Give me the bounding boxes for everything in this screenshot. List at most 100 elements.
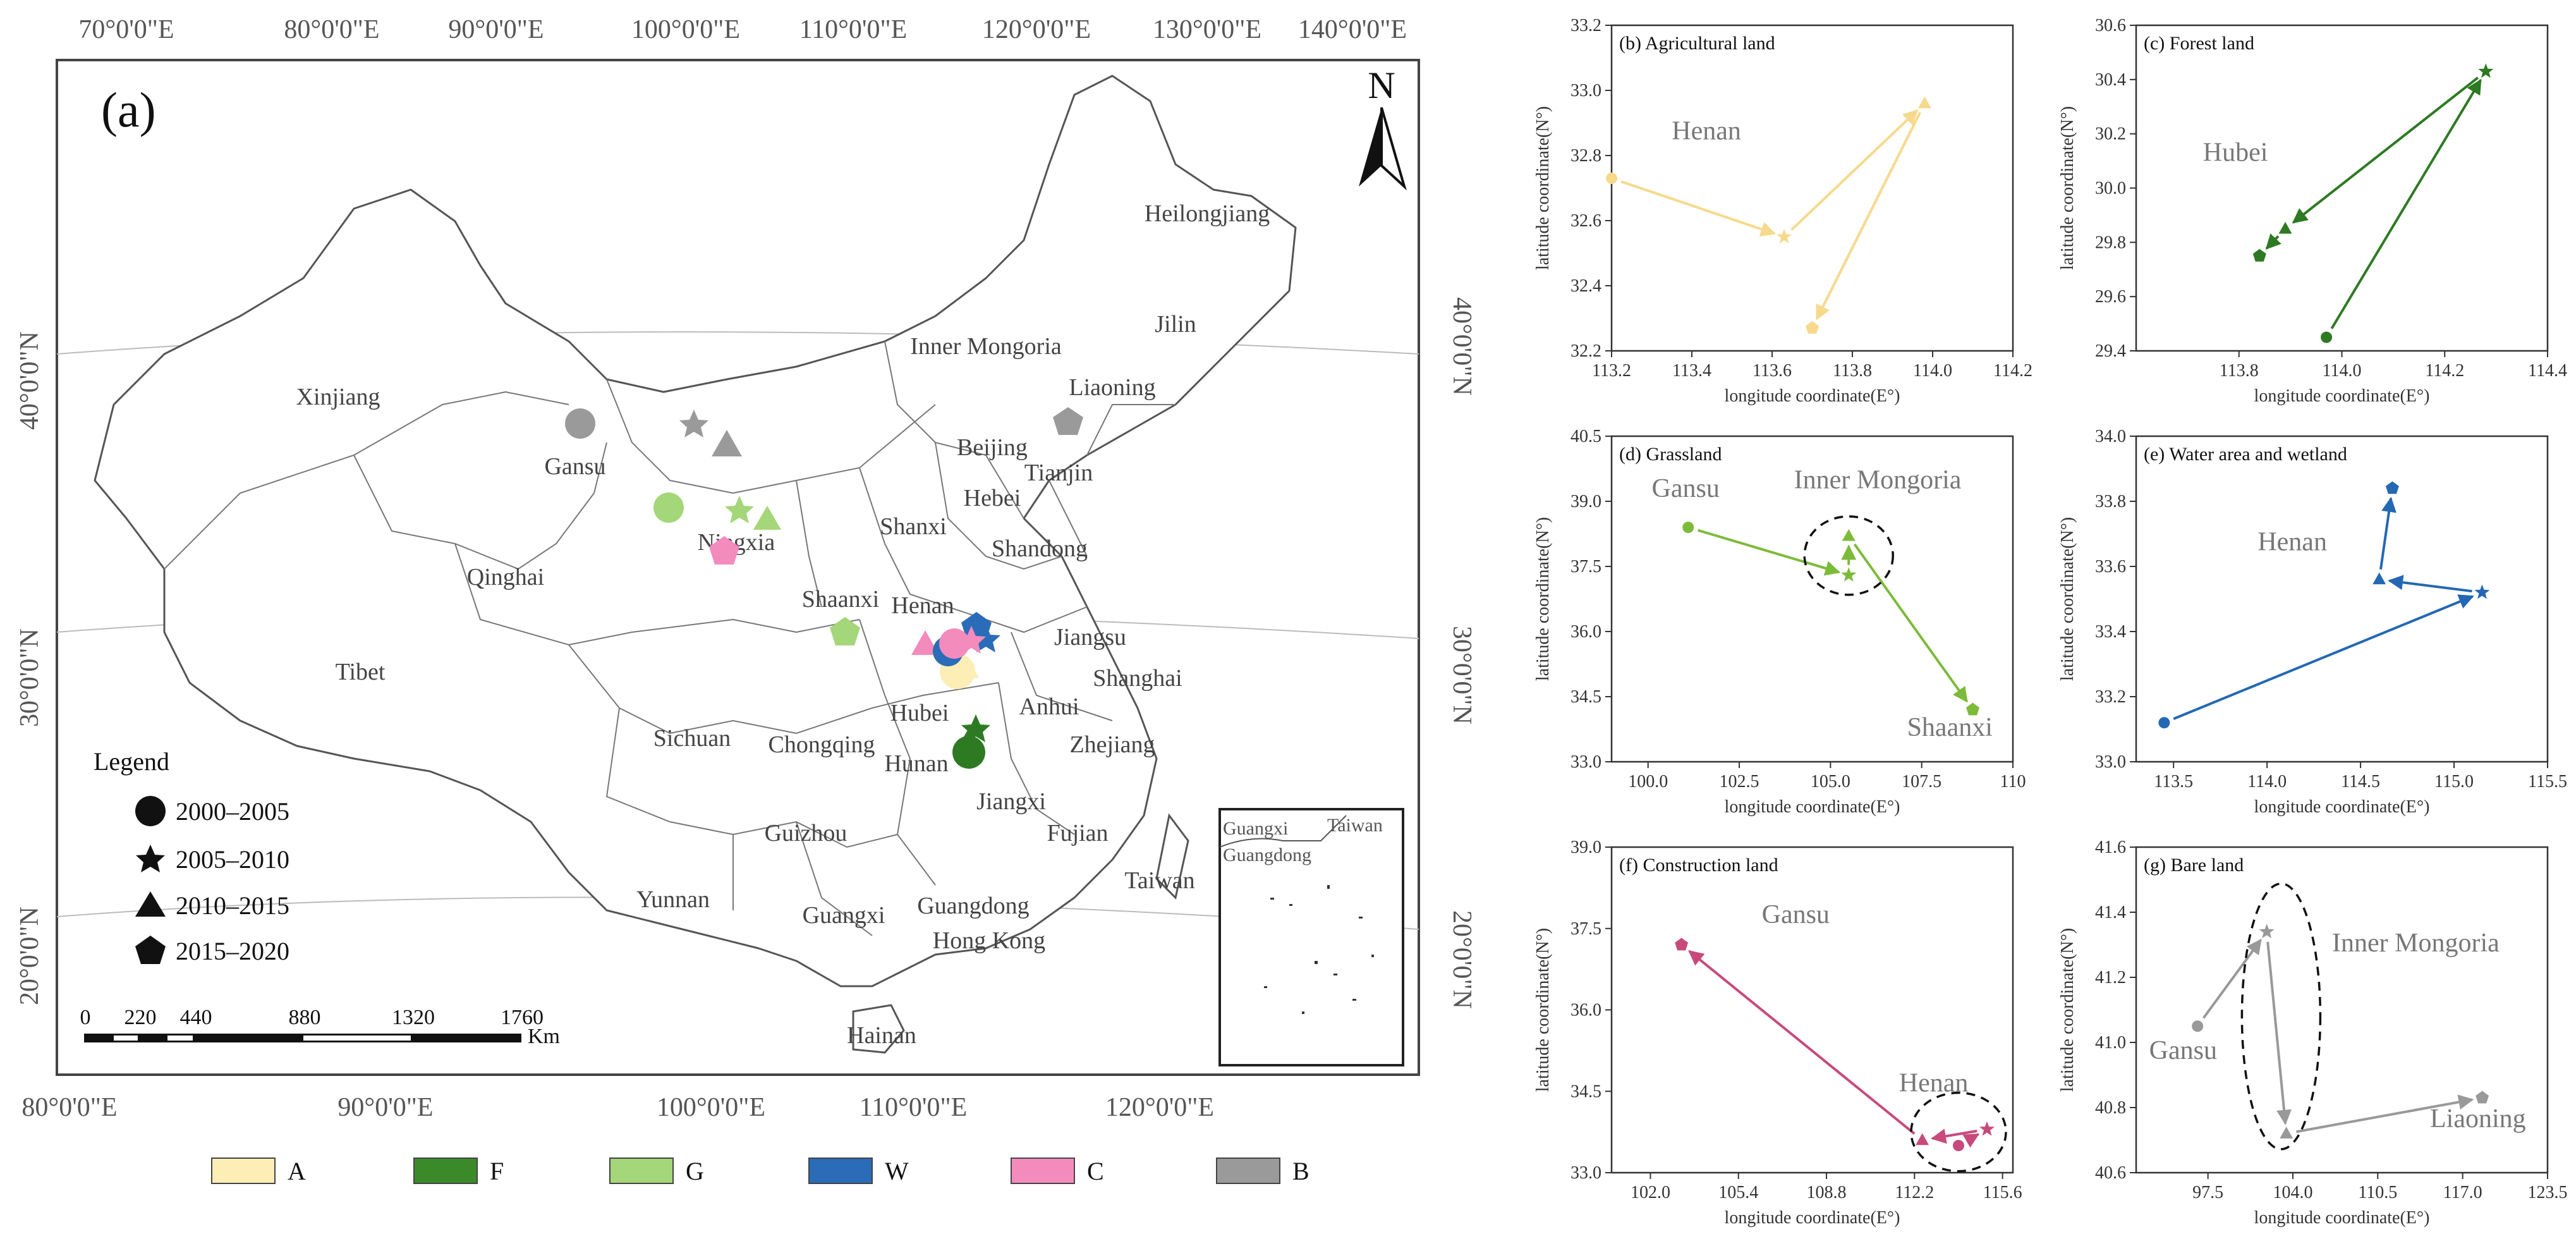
marker-construction-2010 bbox=[911, 630, 939, 655]
region-annotation: Henan bbox=[2257, 527, 2327, 556]
province-label: Jiangsu bbox=[1054, 624, 1126, 651]
legend-triangle-icon bbox=[135, 891, 166, 917]
scale-tick: 220 bbox=[125, 1006, 157, 1029]
centroid-point bbox=[2259, 924, 2275, 939]
y-tick-label: 39.0 bbox=[1571, 492, 1601, 511]
legend-period: 2015–2020 bbox=[176, 937, 289, 965]
y-tick-label: 33.0 bbox=[2095, 752, 2126, 772]
y-tick-label: 30.4 bbox=[2095, 70, 2126, 90]
y-axis-label: latitude coordinate(N°) bbox=[2058, 106, 2077, 270]
x-axis-label: longitude coordinate(E°) bbox=[2254, 386, 2430, 406]
marker-bare-2010 bbox=[712, 430, 742, 456]
province-labels: Xinjiang Gansu Inner Mongoria Heilongjia… bbox=[296, 200, 1270, 1049]
plot-frame bbox=[2135, 435, 2549, 763]
centroid-point bbox=[1952, 1140, 1964, 1152]
y-tick-label: 36.0 bbox=[1571, 622, 1601, 642]
x-axis-label: longitude coordinate(E°) bbox=[2254, 1208, 2430, 1228]
province-label: Qinghai bbox=[467, 564, 544, 590]
marker-construction-2000 bbox=[939, 628, 969, 659]
chart-title: (b) Agricultural land bbox=[1619, 33, 1775, 54]
highlight-ellipse bbox=[1803, 515, 1894, 596]
centroid-point bbox=[2252, 248, 2266, 262]
x-tick-label: 105.4 bbox=[1718, 1183, 1758, 1202]
trajectory-arrow bbox=[1815, 112, 1921, 321]
centroid-point bbox=[2158, 717, 2170, 729]
right-latitude-ticks: 40°0'0"N 30°0'0"N 20°0'0"N bbox=[1447, 297, 1476, 1009]
legend-circle-icon bbox=[135, 796, 166, 826]
swatch-label: C bbox=[1087, 1157, 1104, 1185]
x-tick-label: 115.6 bbox=[1983, 1183, 2022, 1202]
centroid-point bbox=[1979, 1121, 1995, 1136]
taiwan-outline bbox=[1155, 813, 1189, 900]
province-label: Jiangxi bbox=[976, 788, 1046, 815]
swatch-label: G bbox=[686, 1157, 704, 1185]
province-label: Shanxi bbox=[880, 513, 947, 540]
province-label: Shandong bbox=[992, 535, 1088, 562]
lon-tick: 120°0'0"E bbox=[982, 15, 1091, 44]
y-tick-label: 33.0 bbox=[1571, 81, 1601, 101]
highlight-ellipse bbox=[1910, 1091, 2007, 1173]
lon-tick: 100°0'0"E bbox=[657, 1093, 765, 1122]
chart-bare-land: (g) Bare land 97.5 104.0 110.5 117.0 123.5 40.… bbox=[2058, 838, 2568, 1228]
legend-period: 2010–2015 bbox=[176, 891, 289, 920]
centroid-point bbox=[2478, 63, 2494, 78]
map-markers bbox=[565, 407, 1083, 769]
swatch-label: B bbox=[1292, 1157, 1309, 1185]
chart-title: (e) Water area and wetland bbox=[2144, 444, 2347, 465]
plot-frame bbox=[1610, 435, 2014, 763]
y-tick-label: 41.4 bbox=[2095, 903, 2126, 922]
inset-label: Taiwan bbox=[1327, 815, 1383, 836]
plot-frame bbox=[1610, 846, 2014, 1174]
x-tick-label: 97.5 bbox=[2192, 1183, 2223, 1202]
highlight-ellipse bbox=[2240, 883, 2322, 1151]
scale-tick: 0 bbox=[80, 1006, 91, 1029]
south-china-sea-inset: Guangxi Guangdong Taiwan bbox=[1218, 808, 1404, 1066]
trajectory-arrow bbox=[2388, 575, 2472, 593]
trajectory-arrow bbox=[2379, 496, 2397, 570]
centroid-point bbox=[1966, 702, 1979, 716]
x-tick-label: 102.5 bbox=[1720, 772, 1759, 791]
y-axis-label: latitude coordinate(N°) bbox=[1533, 517, 1553, 681]
centroid-point bbox=[2385, 481, 2399, 494]
x-tick-label: 104.0 bbox=[2273, 1183, 2313, 1202]
province-label: Taiwan bbox=[1124, 867, 1194, 894]
lon-tick: 90°0'0"E bbox=[337, 1093, 433, 1122]
inset-label: Guangdong bbox=[1223, 845, 1311, 865]
x-axis-label: longitude coordinate(E°) bbox=[2254, 797, 2430, 817]
province-label: Liaoning bbox=[1069, 374, 1155, 401]
inset-label: Guangxi bbox=[1223, 818, 1288, 839]
trajectory-arrow bbox=[2265, 233, 2281, 250]
lon-tick: 110°0'0"E bbox=[860, 1093, 968, 1122]
lat-tick: 40°0'0"N bbox=[1447, 297, 1476, 396]
y-tick-label: 34.5 bbox=[1571, 687, 1601, 707]
y-tick-label: 40.5 bbox=[1571, 427, 1601, 446]
marker-grass-2005 bbox=[725, 496, 754, 523]
y-tick-label: 41.6 bbox=[2095, 838, 2126, 857]
trajectory-arrow bbox=[1962, 1133, 1980, 1148]
chart-water-wetland: (e) Water area and wetland 113.5 114.0 114.… bbox=[2058, 427, 2567, 817]
china-outline bbox=[94, 75, 1297, 987]
marker-grass-2015 bbox=[830, 617, 860, 645]
marker-bare-2000 bbox=[565, 408, 595, 439]
y-tick-label: 32.6 bbox=[1571, 211, 1601, 231]
y-tick-label: 34.5 bbox=[1571, 1082, 1601, 1101]
y-tick-label: 39.0 bbox=[1571, 838, 1601, 857]
legend-period: 2000–2005 bbox=[176, 797, 289, 826]
province-label: Chongqing bbox=[769, 731, 875, 758]
swatch-W bbox=[808, 1158, 873, 1184]
x-tick-label: 113.8 bbox=[1833, 361, 1872, 381]
plot-frame bbox=[1610, 24, 2014, 352]
swatch-label: F bbox=[490, 1157, 504, 1185]
centroid-point bbox=[2476, 1090, 2489, 1104]
x-axis-label: longitude coordinate(E°) bbox=[1725, 797, 1900, 817]
province-label: Guizhou bbox=[765, 820, 848, 846]
x-tick-label: 113.5 bbox=[2154, 772, 2193, 791]
province-label: Fujian bbox=[1047, 820, 1108, 846]
x-tick-label: 114.5 bbox=[2341, 772, 2380, 791]
x-tick-label: 115.5 bbox=[2528, 772, 2567, 791]
y-tick-label: 33.4 bbox=[2095, 622, 2126, 642]
chart-title: (g) Bare land bbox=[2144, 855, 2244, 876]
province-label: Henan bbox=[891, 592, 954, 619]
trajectory-arrow bbox=[1688, 950, 1916, 1135]
lon-tick: 100°0'0"E bbox=[631, 15, 740, 44]
